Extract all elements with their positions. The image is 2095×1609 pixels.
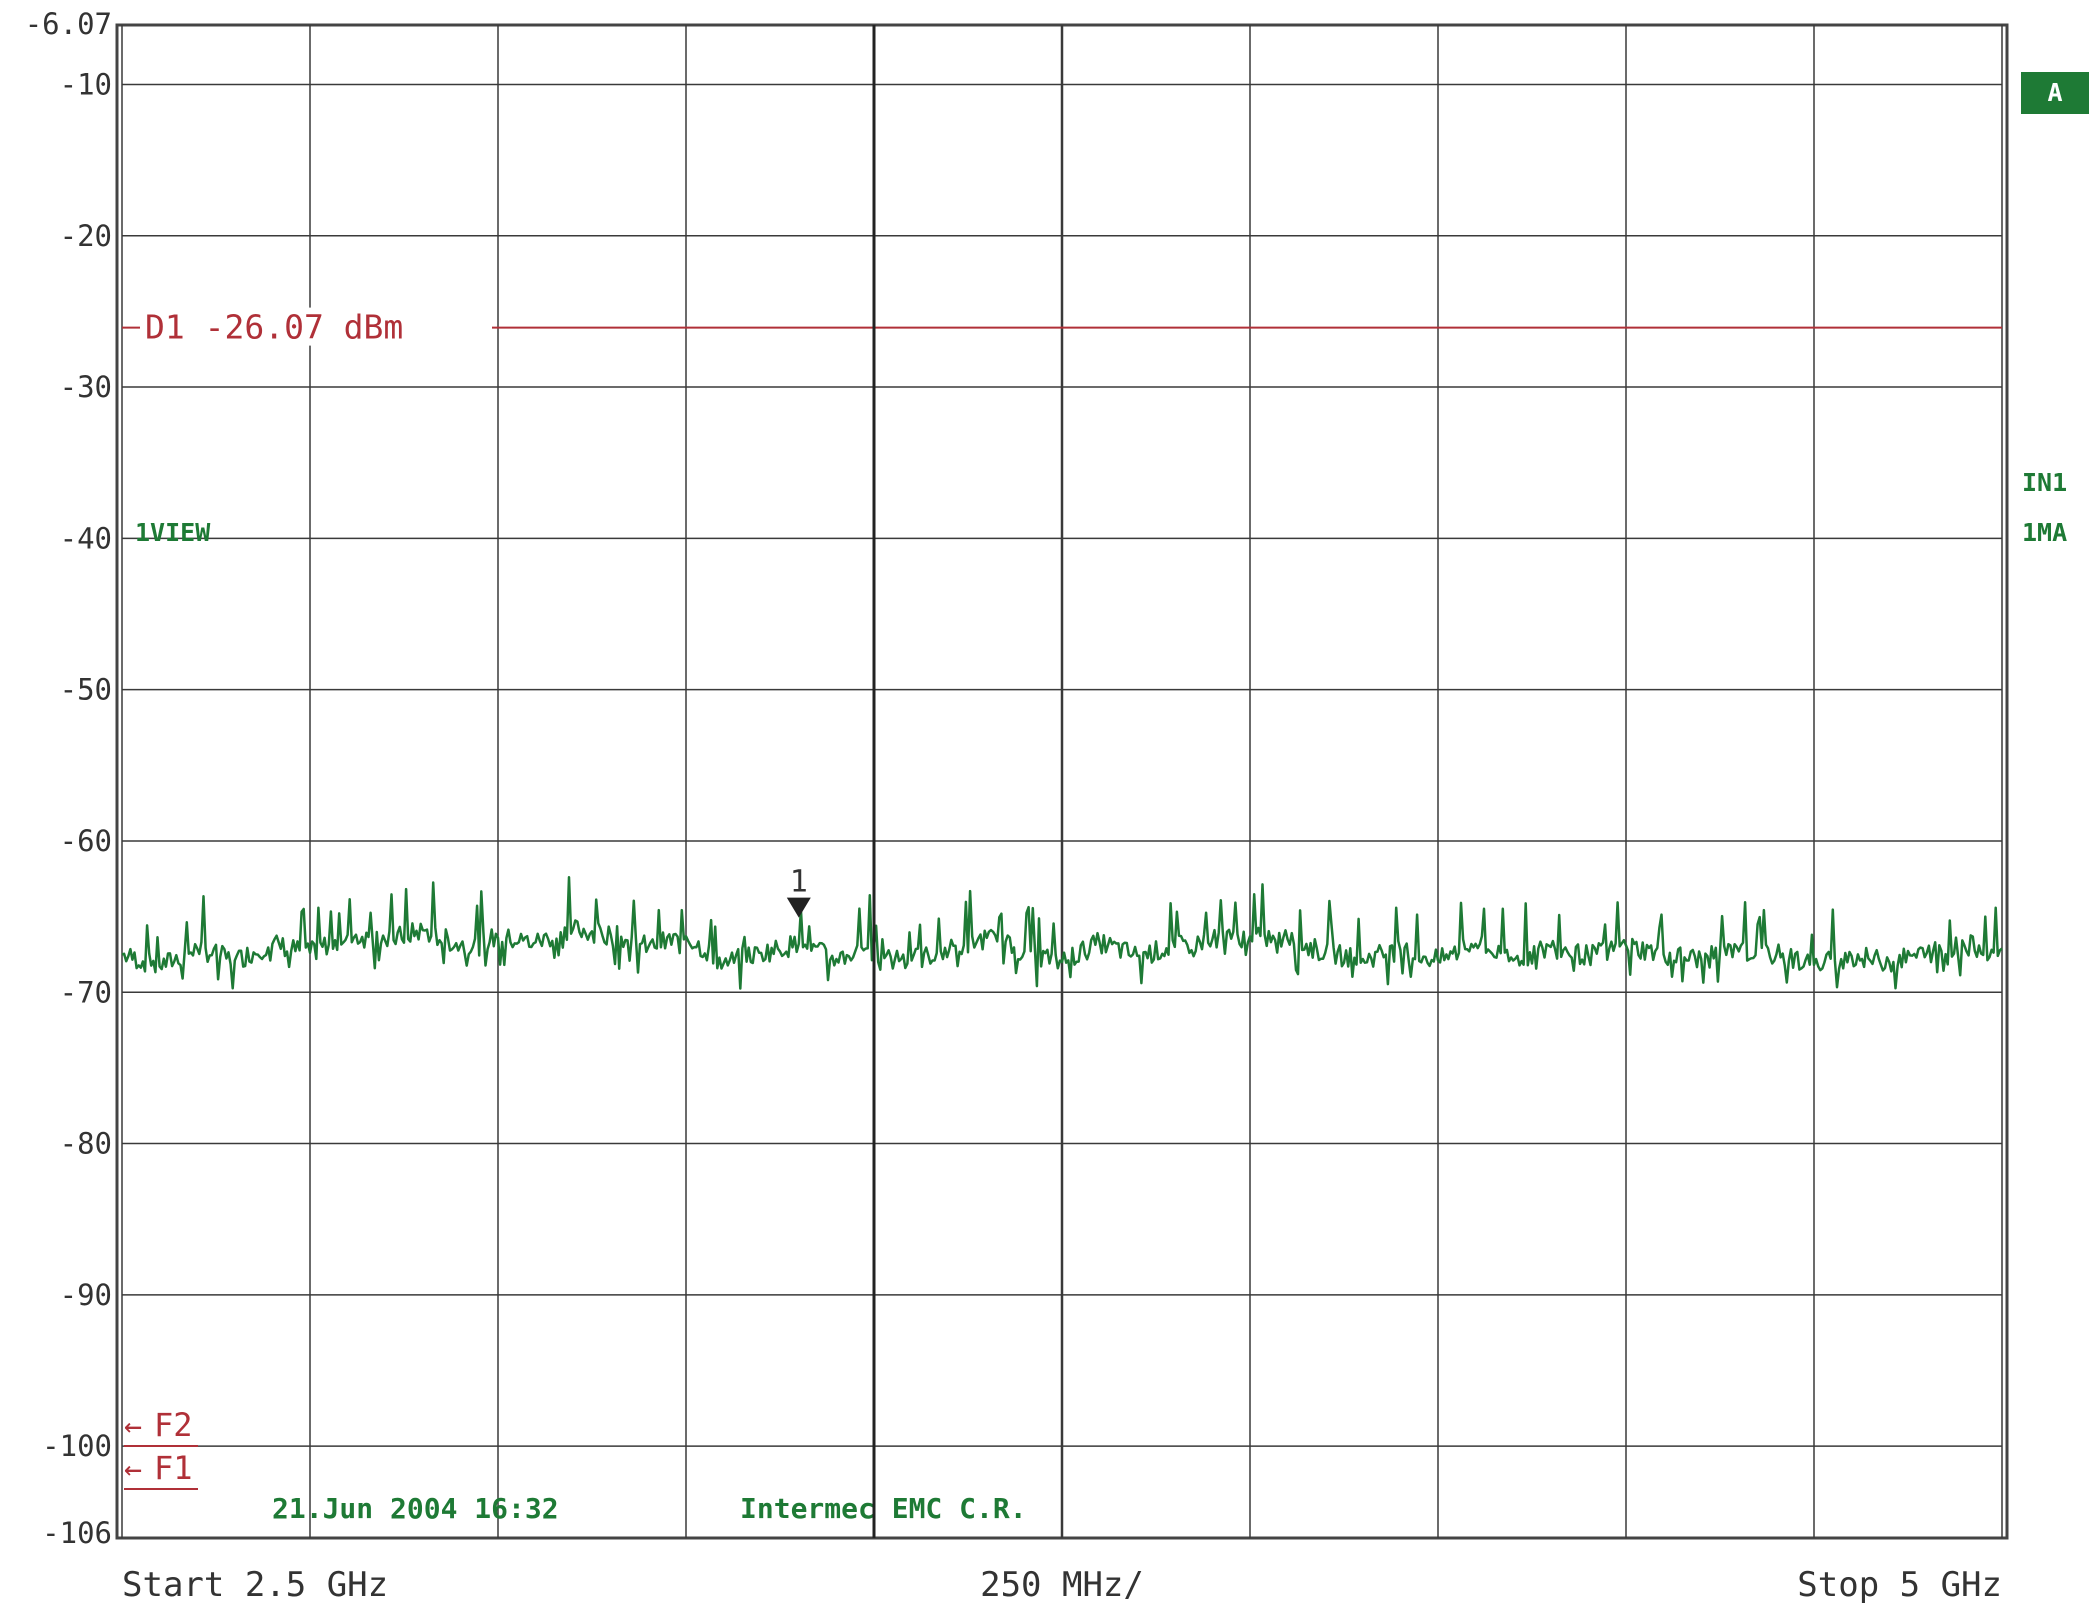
y-axis-tick-labels: -10 -20 -30 -40 -50 -60 -70 -80 -90 -100 — [42, 67, 112, 1463]
display-line-label-background — [140, 307, 492, 346]
y-axis-tick-label: -90 — [60, 1278, 112, 1312]
trace-line — [121, 875, 2003, 990]
x-axis-stop-label: Stop 5 GHz — [1797, 1565, 2002, 1605]
y-axis-tick-label: -100 — [42, 1429, 112, 1463]
marker-label: 1 — [790, 865, 808, 900]
y-axis-bottom-label: -106 — [42, 1516, 112, 1550]
input-label: IN1 — [2022, 468, 2067, 497]
y-axis-tick-label: -20 — [60, 219, 112, 253]
y-axis-tick-label: -70 — [60, 975, 112, 1009]
f2-label: F2 — [154, 1406, 193, 1444]
measurement-date: 21.Jun 2004 16:32 — [272, 1492, 559, 1525]
y-axis-tick-label: -10 — [60, 67, 112, 101]
y-axis-tick-label: -30 — [60, 370, 112, 404]
x-axis-span-label: 250 MHz/ — [980, 1565, 1144, 1605]
grid — [121, 25, 2003, 1538]
lab-name: Intermec EMC C.R. — [740, 1492, 1027, 1525]
y-axis-tick-label: -50 — [60, 673, 112, 707]
y-axis-tick-label: -80 — [60, 1127, 112, 1161]
y-axis-top-label: -6.07 — [25, 7, 112, 41]
trace-badge-label: A — [2047, 78, 2062, 107]
trace-mode-label: 1MA — [2022, 518, 2067, 547]
trace-badge — [2021, 72, 2089, 114]
y-axis-tick-label: -60 — [60, 824, 112, 858]
f1-arrow-icon: ← — [124, 1452, 142, 1487]
marker-triangle — [786, 897, 811, 918]
y-axis-tick-label: -40 — [60, 521, 112, 555]
display-line-label: D1 -26.07 dBm — [145, 308, 403, 347]
f2-arrow-icon: ← — [124, 1409, 142, 1444]
f1-label: F1 — [154, 1449, 193, 1487]
trace-view-label: 1VIEW — [135, 518, 211, 547]
x-axis-start-label: Start 2.5 GHz — [122, 1565, 388, 1605]
